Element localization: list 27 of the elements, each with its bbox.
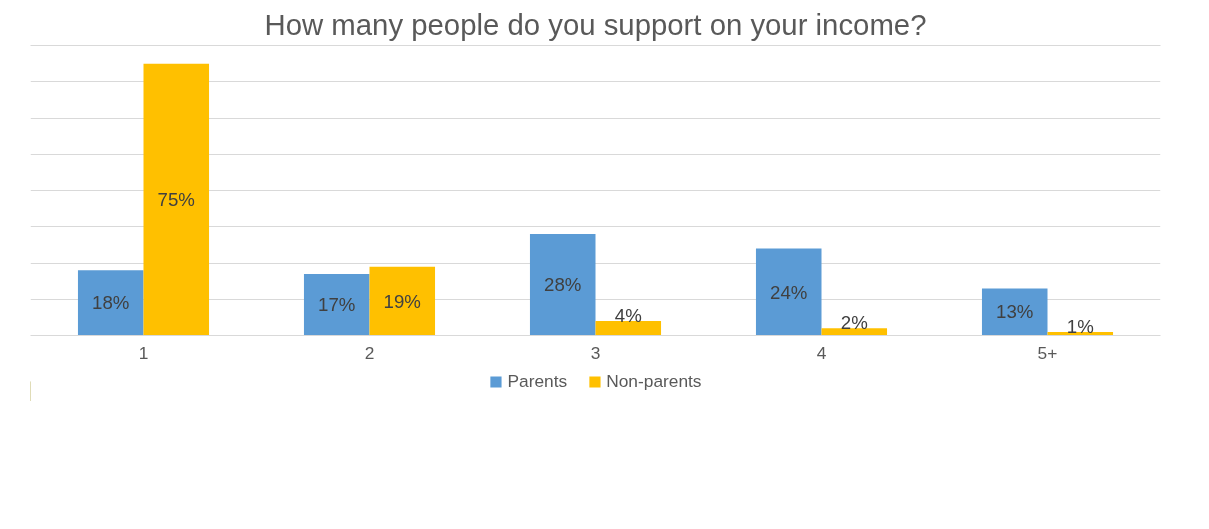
bar (755, 248, 822, 336)
x-tick-label: 4 (816, 342, 827, 363)
bar (143, 63, 210, 336)
data-label: 1% (1066, 315, 1094, 337)
data-label: 4% (614, 304, 642, 326)
data-label: 18% (92, 292, 130, 314)
x-tick-label: 3 (590, 342, 601, 363)
bar (303, 273, 370, 336)
data-label: 13% (996, 301, 1034, 323)
x-tick-label: 2 (364, 342, 375, 363)
chart-title: How many people do you support on your income? (264, 7, 927, 41)
legend-label: Parents (507, 370, 568, 392)
x-tick-label: 1 (138, 342, 149, 363)
bar (369, 266, 436, 336)
bar (595, 321, 662, 336)
bar (77, 270, 144, 336)
data-label: 19% (383, 290, 421, 312)
bar (821, 328, 888, 336)
legend-label: Non-parents (606, 370, 702, 392)
bar (981, 288, 1048, 336)
data-label: 24% (770, 281, 808, 303)
data-label: 2% (840, 311, 868, 333)
bar (529, 234, 596, 336)
data-label: 75% (157, 189, 195, 211)
data-label: 28% (544, 274, 582, 296)
x-tick-label: 5+ (1037, 342, 1058, 363)
data-label: 17% (318, 294, 356, 316)
